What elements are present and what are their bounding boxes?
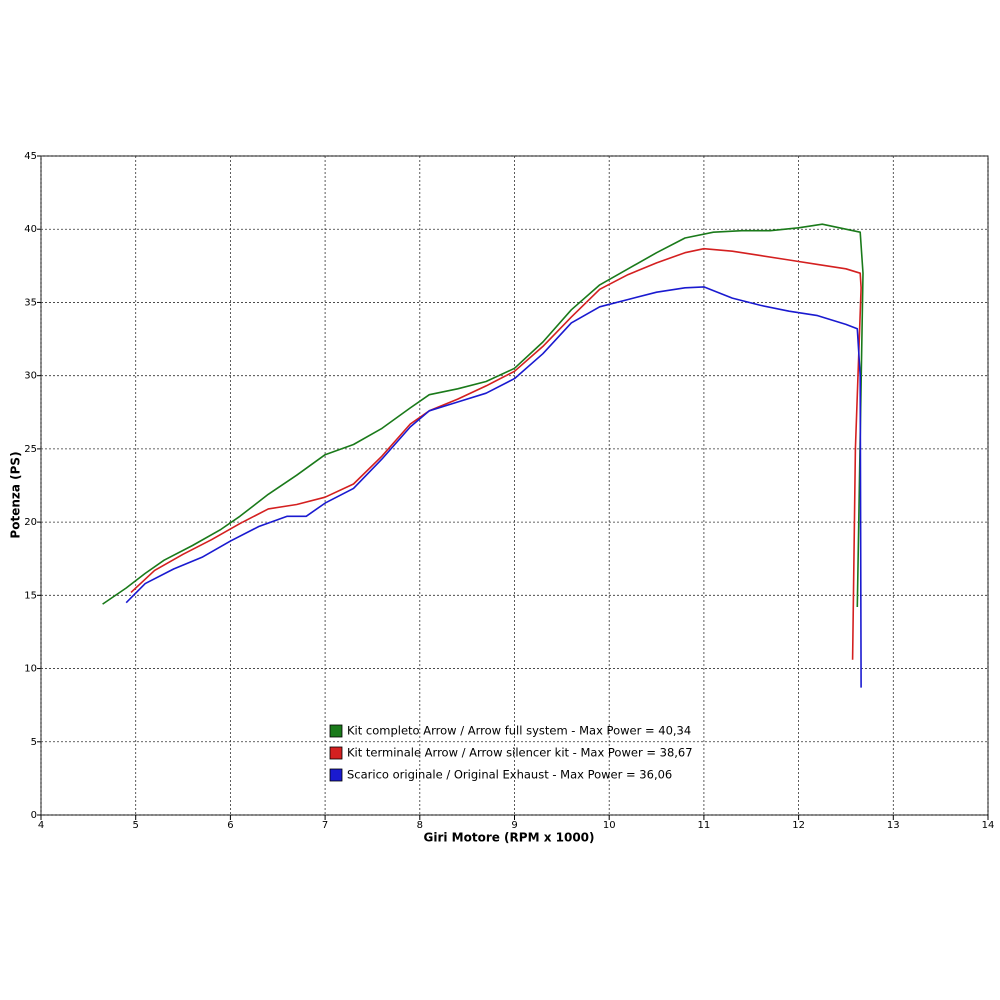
x-tick-label: 6 bbox=[227, 820, 233, 831]
legend-label: Kit terminale Arrow / Arrow silencer kit… bbox=[347, 746, 693, 760]
x-tick-label: 7 bbox=[322, 820, 328, 831]
x-tick-label: 9 bbox=[511, 820, 517, 831]
y-tick-label: 45 bbox=[24, 151, 37, 162]
x-tick-label: 4 bbox=[38, 820, 44, 831]
y-tick-label: 10 bbox=[24, 664, 37, 675]
legend-swatch bbox=[329, 724, 343, 738]
y-tick-label: 0 bbox=[31, 810, 37, 821]
y-tick-label: 5 bbox=[31, 737, 37, 748]
x-tick-label: 13 bbox=[887, 820, 900, 831]
x-tick-label: 5 bbox=[133, 820, 139, 831]
series-line bbox=[125, 286, 862, 688]
x-tick-label: 11 bbox=[698, 820, 711, 831]
y-tick-label: 20 bbox=[24, 517, 37, 528]
x-tick-label: 14 bbox=[982, 820, 995, 831]
y-tick-label: 25 bbox=[24, 444, 37, 455]
y-tick-label: 35 bbox=[24, 297, 37, 308]
y-tick-label: 30 bbox=[24, 371, 37, 382]
legend-swatch bbox=[329, 746, 343, 760]
y-tick-label: 15 bbox=[24, 590, 37, 601]
x-tick-label: 8 bbox=[417, 820, 423, 831]
legend-label: Scarico originale / Original Exhaust - M… bbox=[347, 768, 672, 782]
x-tick-label: 12 bbox=[792, 820, 805, 831]
series-line bbox=[130, 247, 862, 660]
legend-label: Kit completo Arrow / Arrow full system -… bbox=[347, 724, 691, 738]
x-tick-label: 10 bbox=[603, 820, 616, 831]
y-axis-title: Potenza (PS) bbox=[9, 451, 23, 538]
y-tick-label: 40 bbox=[24, 224, 37, 235]
series-line bbox=[102, 223, 864, 608]
x-axis-title: Giri Motore (RPM x 1000) bbox=[423, 831, 594, 845]
legend-swatch bbox=[329, 768, 343, 782]
